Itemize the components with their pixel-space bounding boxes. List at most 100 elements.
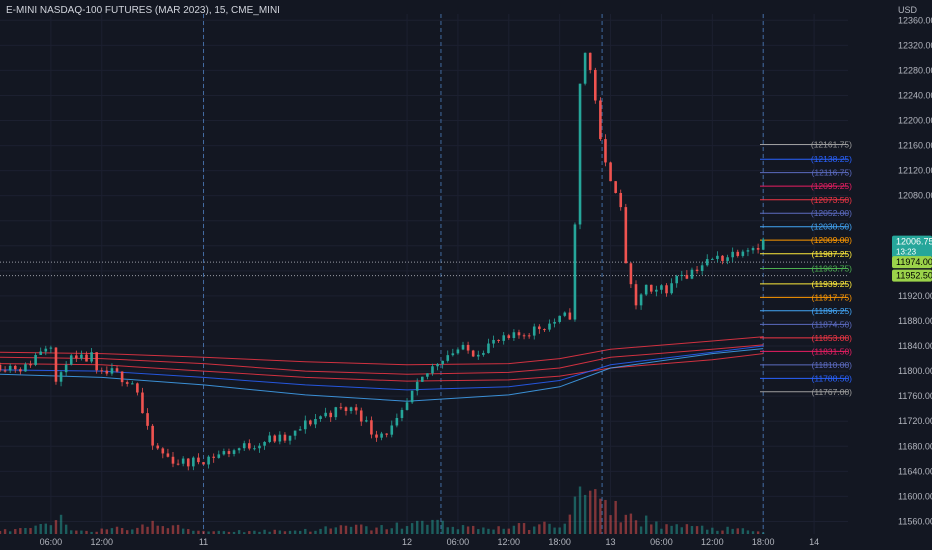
- volume-bar: [80, 530, 83, 534]
- y-tick-label: 12280.00: [898, 65, 932, 75]
- candle-body: [197, 457, 200, 463]
- price-tag: 11952.50: [892, 269, 932, 282]
- volume-bar: [416, 520, 419, 534]
- currency-label: USD: [898, 5, 918, 15]
- candle-body: [273, 435, 277, 442]
- volume-bar: [639, 526, 643, 534]
- y-tick-label: 11600.00: [898, 491, 932, 501]
- level-label: (11987.25): [812, 249, 853, 259]
- candle-body: [314, 418, 317, 425]
- candle-body: [380, 433, 383, 438]
- volume-bar: [614, 500, 617, 534]
- volume-bar: [660, 528, 663, 534]
- moving-average-line: [0, 348, 764, 402]
- y-tick-label: 12160.00: [898, 141, 932, 151]
- candle-body: [400, 409, 404, 418]
- x-tick-label: 11: [199, 537, 208, 547]
- volume-bar: [212, 531, 215, 534]
- candle-body: [507, 335, 511, 338]
- volume-bar: [370, 530, 373, 534]
- volume-bar: [405, 526, 409, 534]
- candle-body: [309, 420, 312, 425]
- volume-bar: [105, 529, 109, 534]
- candle-body: [558, 315, 561, 322]
- price-tag-bg: [892, 235, 932, 258]
- candle-body: [644, 284, 648, 295]
- volume-bar: [665, 524, 668, 534]
- volume-bar: [746, 530, 750, 534]
- volume-bar: [141, 524, 144, 534]
- volume-bar: [436, 519, 439, 534]
- candle-body: [359, 410, 363, 422]
- candle-body: [303, 420, 307, 430]
- volume-bar: [543, 521, 546, 534]
- volume-bar: [85, 530, 88, 534]
- volume-bar: [232, 531, 236, 534]
- candle-body: [543, 329, 546, 331]
- candle-body: [431, 366, 434, 374]
- candle-body: [497, 339, 500, 341]
- candle-body: [456, 349, 460, 354]
- candle-body: [95, 352, 98, 371]
- volume-bar: [690, 526, 694, 534]
- candle-body: [192, 457, 195, 467]
- moving-average-line: [0, 344, 764, 375]
- volume-bar: [273, 529, 276, 534]
- volume-bar: [171, 525, 175, 534]
- level-label: (12161.75): [811, 139, 852, 149]
- candle-body: [573, 224, 577, 320]
- volume-bar: [477, 529, 480, 534]
- volume-bar: [309, 531, 312, 534]
- x-tick-label: 12:00: [90, 537, 113, 547]
- candle-body: [49, 347, 53, 349]
- volume-bar: [237, 530, 241, 534]
- volume-bar: [685, 524, 689, 534]
- candle-body: [344, 407, 348, 411]
- candle-body: [222, 451, 226, 455]
- volume-bar: [120, 528, 124, 534]
- volume-bar: [354, 524, 358, 534]
- volume-bar: [44, 523, 47, 534]
- candle-body: [0, 364, 2, 371]
- volume-bar: [258, 531, 261, 534]
- volume-bar: [319, 528, 322, 534]
- volume-bar: [410, 523, 414, 534]
- volume-bar: [527, 530, 531, 534]
- volume-bar: [446, 527, 449, 534]
- y-tick-label: 11840.00: [898, 341, 932, 351]
- candle-body: [29, 364, 32, 366]
- candle-body: [700, 265, 704, 271]
- candle-body: [24, 364, 27, 372]
- candle-body: [736, 251, 740, 256]
- volume-bar: [756, 531, 760, 534]
- volume-bar: [227, 531, 231, 534]
- volume-bar: [619, 522, 622, 534]
- candle-body: [248, 443, 251, 449]
- volume-bar: [522, 523, 526, 534]
- candle-body: [339, 407, 343, 409]
- volume-bar: [711, 527, 714, 534]
- volume-bar: [568, 514, 572, 534]
- candle-body: [446, 355, 450, 361]
- candle-body: [619, 192, 623, 208]
- candle-body: [695, 269, 699, 271]
- candle-body: [130, 383, 134, 385]
- x-tick-label: 06:00: [650, 537, 673, 547]
- candle-body: [538, 326, 541, 330]
- level-label: (11788.50): [812, 373, 853, 383]
- volume-bar: [395, 522, 399, 534]
- candle-body: [13, 365, 17, 370]
- candle-body: [599, 100, 602, 140]
- candle-body: [553, 321, 556, 324]
- candle-body: [726, 257, 729, 261]
- volume-bar: [8, 531, 12, 534]
- candle-body: [283, 434, 287, 441]
- candle-body: [85, 354, 88, 362]
- level-label: (11831.50): [812, 346, 853, 356]
- y-tick-label: 11880.00: [898, 316, 932, 326]
- candle-body: [19, 369, 22, 372]
- volume-bar: [741, 528, 745, 534]
- candle-body: [583, 52, 587, 84]
